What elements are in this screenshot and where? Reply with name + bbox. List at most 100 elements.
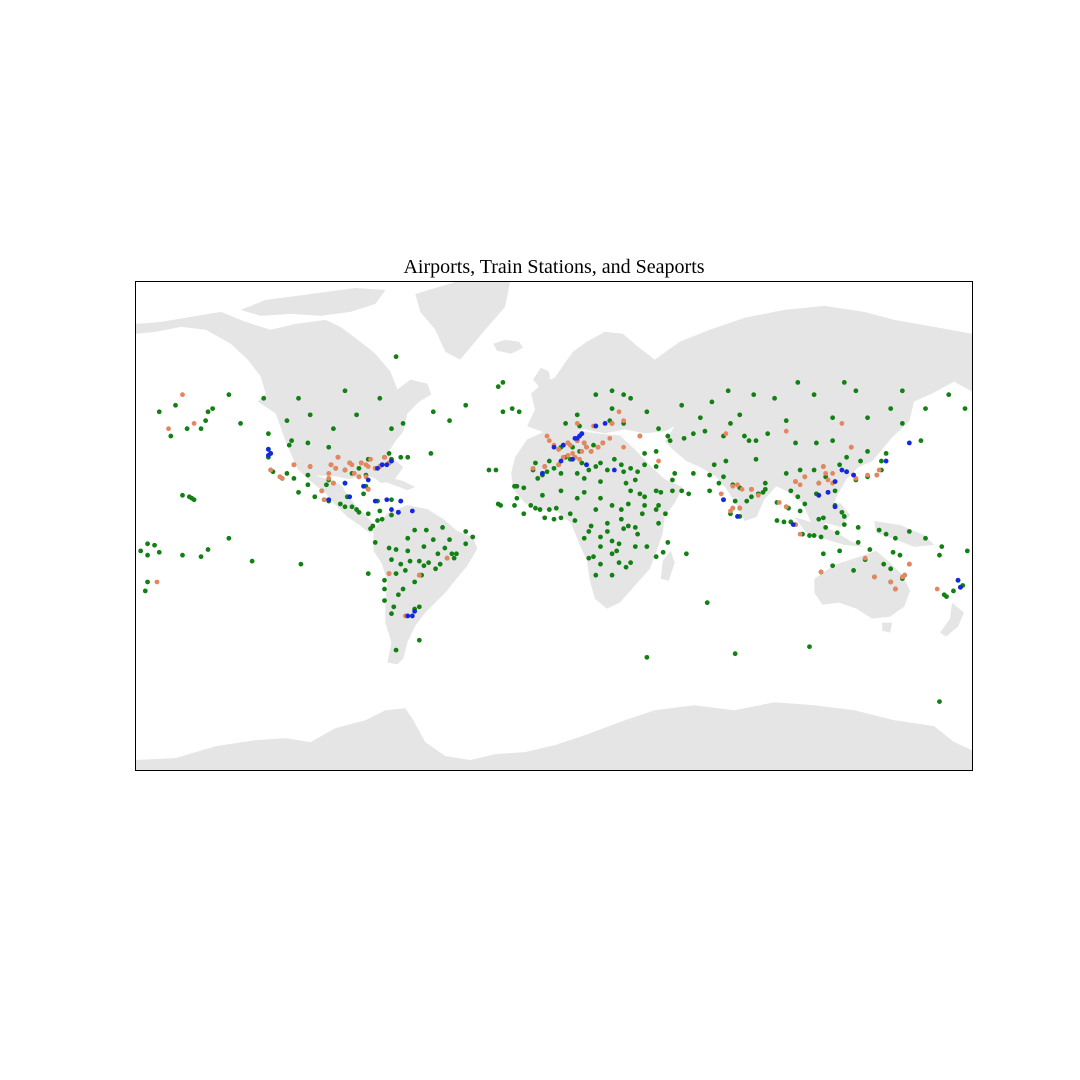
map-point [918, 438, 924, 444]
map-point [173, 402, 178, 408]
map-point [440, 525, 445, 530]
map-point [166, 426, 171, 432]
map-point [528, 502, 534, 508]
map-point [556, 462, 562, 468]
map-point [962, 406, 968, 411]
map-point [923, 406, 928, 411]
map-point [435, 551, 441, 557]
map-point [382, 598, 387, 603]
map-point [521, 511, 527, 517]
map-point [386, 545, 392, 551]
map-point [284, 418, 290, 424]
map-point [876, 467, 882, 473]
map-point [433, 566, 438, 572]
map-point [642, 494, 647, 500]
map-point [498, 502, 504, 508]
map-point [837, 548, 843, 554]
land-new-guinea [874, 521, 935, 547]
map-point [337, 501, 343, 507]
map-point [897, 552, 903, 558]
map-point [598, 460, 603, 466]
map-point [899, 574, 905, 580]
map-point [937, 552, 942, 558]
land-antarctica [136, 702, 972, 770]
map-point [152, 542, 157, 548]
map-point [625, 523, 631, 529]
map-point [628, 488, 634, 494]
map-point [642, 451, 647, 456]
map-point [331, 480, 336, 486]
map-point [609, 572, 615, 578]
map-point [400, 586, 406, 592]
map-point [862, 555, 868, 561]
map-point [365, 477, 371, 483]
map-point [145, 552, 150, 558]
map-point [560, 454, 566, 460]
land-tasmania [882, 622, 893, 633]
map-point [653, 488, 659, 494]
map-point [737, 412, 743, 418]
land-indonesia [794, 517, 865, 547]
map-point [168, 433, 174, 439]
map-point [797, 467, 803, 473]
map-frame [135, 281, 973, 771]
map-point [593, 392, 599, 398]
map-point [416, 572, 422, 578]
map-point [377, 508, 383, 514]
map-point [305, 482, 311, 488]
map-point [632, 477, 638, 483]
map-point [879, 458, 884, 464]
map-point [839, 509, 845, 515]
map-point [855, 540, 861, 545]
map-point [595, 444, 601, 450]
map-point [572, 518, 578, 523]
series-1 [154, 392, 940, 619]
map-point [382, 577, 387, 583]
land-layer [136, 282, 972, 770]
map-point [609, 551, 615, 557]
map-point [356, 474, 362, 480]
map-point [883, 531, 889, 537]
map-point [553, 505, 559, 511]
map-point [426, 560, 431, 566]
map-point [679, 402, 685, 408]
map-point [637, 433, 643, 439]
map-point [790, 522, 796, 527]
map-point [423, 527, 429, 533]
map-point [558, 458, 564, 464]
map-point [447, 418, 452, 424]
map-point [454, 551, 459, 557]
series-2 [265, 421, 963, 619]
map-point [416, 637, 422, 643]
map-point [751, 392, 757, 398]
map-point [802, 501, 808, 507]
map-point [609, 421, 615, 426]
map-point [621, 469, 627, 475]
map-point [203, 418, 209, 424]
map-point [735, 482, 740, 488]
map-point [191, 421, 197, 426]
map-point [307, 412, 313, 418]
map-point [368, 526, 373, 532]
map-point [393, 547, 399, 552]
map-point [832, 479, 838, 484]
map-point [656, 458, 661, 464]
map-point [707, 488, 713, 494]
map-point [593, 464, 599, 469]
map-point [823, 525, 829, 530]
map-point [361, 491, 366, 497]
map-point [198, 554, 204, 560]
map-point [574, 412, 580, 418]
map-point [660, 549, 666, 555]
map-point [342, 504, 348, 510]
map-point [716, 480, 722, 486]
map-point [618, 516, 624, 522]
map-point [463, 541, 469, 547]
map-point [728, 508, 733, 514]
map-point [823, 471, 829, 476]
map-point [906, 529, 912, 534]
map-point [816, 516, 822, 522]
map-point [354, 412, 359, 418]
map-point [749, 486, 754, 492]
map-point [867, 547, 873, 552]
